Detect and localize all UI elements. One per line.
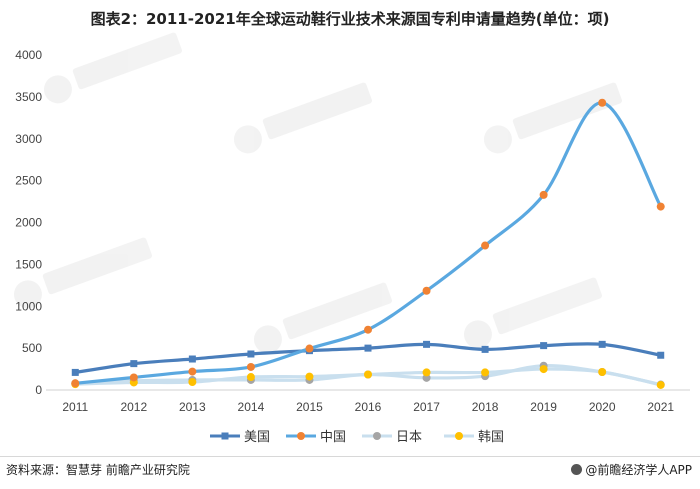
y-tick-label: 500 xyxy=(22,341,42,355)
footer: 资料来源：智慧芽 前瞻产业研究院 @前瞻经济学人APP xyxy=(0,456,700,489)
data-point xyxy=(481,241,490,250)
y-tick-label: 1500 xyxy=(15,257,42,271)
legend-entry-2: 日本 xyxy=(362,430,422,445)
x-tick-label: 2014 xyxy=(238,400,265,414)
watermark-1 xyxy=(233,82,372,154)
data-point xyxy=(481,368,490,377)
watermark-logo-icon xyxy=(13,280,42,309)
legend-marker xyxy=(221,432,229,440)
data-point xyxy=(188,378,197,387)
data-point xyxy=(598,340,606,348)
legend-entry-3: 韩国 xyxy=(444,430,504,445)
data-point xyxy=(71,379,80,388)
x-tick-label: 2016 xyxy=(355,400,382,414)
legend-label: 中国 xyxy=(320,430,346,445)
data-point xyxy=(305,344,314,353)
watermark-logo-icon xyxy=(43,75,72,104)
data-point xyxy=(540,342,548,350)
x-tick-label: 2021 xyxy=(647,400,674,414)
watermark-4 xyxy=(463,277,602,349)
series-1 xyxy=(71,98,665,388)
data-point xyxy=(71,368,79,376)
x-tick-label: 2012 xyxy=(120,400,147,414)
data-point xyxy=(539,190,548,199)
data-point xyxy=(246,362,255,371)
y-tick-label: 2000 xyxy=(15,216,42,230)
data-point xyxy=(539,365,548,374)
x-tick-label: 2018 xyxy=(472,400,499,414)
data-point xyxy=(130,360,138,368)
legend-marker xyxy=(455,432,463,440)
legend-marker xyxy=(373,432,381,440)
y-tick-label: 3500 xyxy=(15,90,42,104)
data-point xyxy=(422,286,431,295)
legend-label: 美国 xyxy=(244,430,270,445)
legend-label: 韩国 xyxy=(478,430,504,445)
legend-entry-1: 中国 xyxy=(286,430,346,445)
watermark-logo-icon xyxy=(253,325,282,354)
legend-entry-0: 美国 xyxy=(210,430,270,445)
data-point xyxy=(364,370,372,379)
source-note: 资料来源：智慧芽 前瞻产业研究院 xyxy=(6,463,190,477)
watermark-0 xyxy=(43,32,182,104)
legend-marker xyxy=(297,432,305,440)
watermark-mark xyxy=(512,82,622,140)
x-tick-label: 2017 xyxy=(413,400,440,414)
data-point xyxy=(657,351,665,359)
data-point xyxy=(188,367,197,376)
data-point xyxy=(656,202,665,211)
data-point xyxy=(246,373,255,382)
watermark-mark xyxy=(492,277,602,335)
watermark-mark xyxy=(42,237,152,295)
watermark-logo-icon xyxy=(233,125,262,154)
chart-title: 图表2：2011-2021年全球运动鞋行业技术来源国专利申请量趋势(单位：项) xyxy=(90,10,610,28)
data-point xyxy=(247,350,255,358)
watermark-5 xyxy=(13,237,152,309)
data-point xyxy=(598,98,607,107)
data-point xyxy=(481,345,489,353)
y-tick-label: 2500 xyxy=(15,174,42,188)
data-point xyxy=(188,355,196,363)
y-tick-label: 4000 xyxy=(15,48,42,62)
y-tick-label: 1000 xyxy=(15,299,42,313)
data-point xyxy=(364,344,372,352)
data-point xyxy=(422,368,431,377)
x-tick-label: 2011 xyxy=(62,400,88,414)
data-point xyxy=(423,340,431,348)
watermark-mark xyxy=(72,32,182,90)
series-0 xyxy=(71,340,665,376)
y-tick-label: 0 xyxy=(35,383,42,397)
data-point xyxy=(598,367,607,376)
series-layer xyxy=(71,98,665,389)
watermark-mark xyxy=(262,82,372,140)
y-tick-label: 3000 xyxy=(15,132,42,146)
x-tick-label: 2020 xyxy=(589,400,616,414)
data-point xyxy=(656,380,665,389)
watermark-logo-icon xyxy=(483,125,512,154)
data-point xyxy=(364,325,372,334)
data-point xyxy=(129,373,138,382)
watermark-3 xyxy=(253,282,392,354)
series-line xyxy=(73,101,663,385)
watermark-logo-icon xyxy=(463,320,492,349)
brand-text: @前瞻经济学人APP xyxy=(585,463,692,477)
brand-credit: @前瞻经济学人APP xyxy=(571,461,692,478)
x-tick-label: 2013 xyxy=(179,400,206,414)
legend-label: 日本 xyxy=(396,430,422,445)
x-tick-label: 2019 xyxy=(530,400,557,414)
x-tick-label: 2015 xyxy=(296,400,323,414)
watermark-mark xyxy=(282,282,392,340)
watermark-2 xyxy=(483,82,622,154)
watermark-layer xyxy=(13,32,622,354)
axes: 0 500 1000 1500 2000 2500 3000 3500 4000 2011 2012… xyxy=(15,48,690,414)
data-point xyxy=(305,372,314,381)
line-chart: 0 500 1000 1500 2000 2500 3000 3500 4000 2011 2012… xyxy=(13,32,690,445)
legend: 美国 中国 日本 韩国 xyxy=(210,430,504,445)
brand-logo-icon xyxy=(571,464,583,475)
series-3 xyxy=(71,365,665,389)
